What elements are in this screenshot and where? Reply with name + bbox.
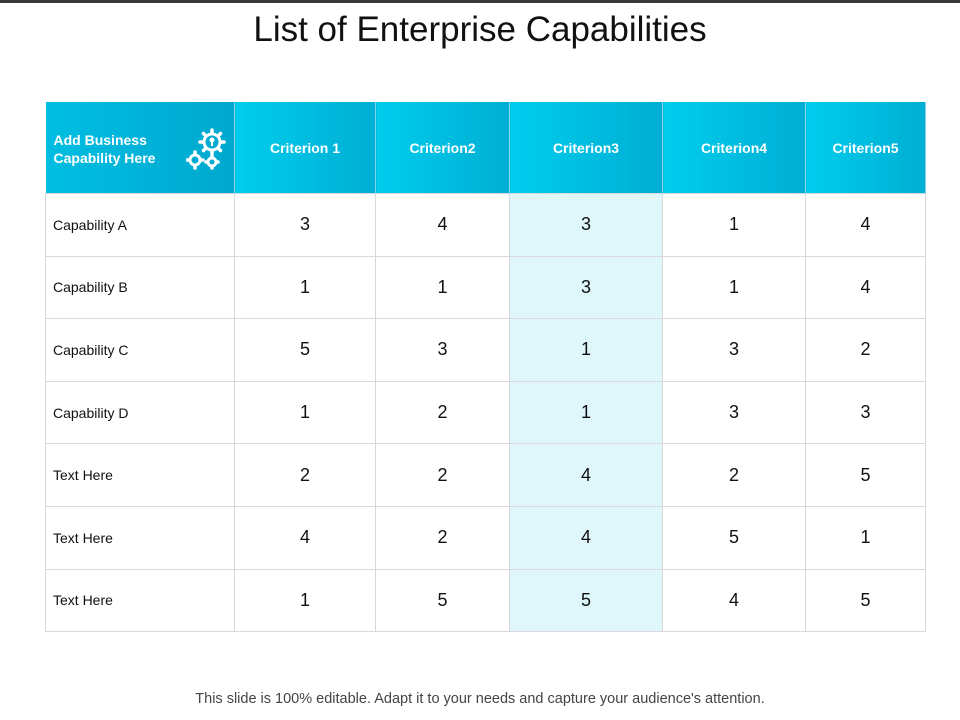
score-cell: 2 bbox=[805, 318, 926, 382]
gears-icon bbox=[186, 128, 226, 170]
score-cell: 4 bbox=[662, 568, 806, 633]
table-head: Add Business Capability Here bbox=[45, 102, 926, 194]
score-cell: 4 bbox=[234, 505, 376, 570]
row-label: Text Here bbox=[45, 505, 235, 570]
score-cell: 3 bbox=[375, 318, 510, 382]
row-label: Capability D bbox=[45, 380, 235, 445]
score-cell: 3 bbox=[662, 380, 806, 445]
capability-table: Add Business Capability Here bbox=[45, 102, 926, 633]
table-body: Capability A 3 4 3 1 4 Capability B 1 1 3 1 4 Capabi… bbox=[45, 193, 926, 633]
footer-note: This slide is 100% editable. Adapt it to… bbox=[195, 691, 765, 707]
score-cell: 2 bbox=[375, 505, 510, 570]
score-cell: 2 bbox=[375, 443, 510, 507]
score-cell: 3 bbox=[234, 193, 376, 257]
score-cell: 5 bbox=[662, 505, 806, 570]
score-cell: 5 bbox=[509, 568, 663, 633]
row-label: Capability A bbox=[45, 193, 235, 257]
score-cell: 3 bbox=[509, 193, 663, 257]
header-cell: Criterion 1 bbox=[234, 102, 376, 194]
score-cell: 1 bbox=[662, 193, 806, 257]
top-rule bbox=[0, 0, 960, 3]
score-cell: 1 bbox=[234, 255, 376, 320]
score-cell: 4 bbox=[509, 505, 663, 570]
score-cell: 5 bbox=[375, 568, 510, 633]
score-cell: 4 bbox=[805, 193, 926, 257]
score-cell: 1 bbox=[234, 568, 376, 633]
table-row: Text Here 4 2 4 5 1 bbox=[45, 505, 926, 570]
score-cell: 2 bbox=[234, 443, 376, 507]
header-cell: Criterion5 bbox=[805, 102, 926, 194]
score-cell: 4 bbox=[375, 193, 510, 257]
score-cell: 2 bbox=[375, 380, 510, 445]
title: List of Enterprise Capabilities bbox=[253, 10, 707, 49]
score-cell: 1 bbox=[662, 255, 806, 320]
score-cell: 2 bbox=[662, 443, 806, 507]
score-cell: 5 bbox=[805, 443, 926, 507]
header-cell: Criterion3 bbox=[509, 102, 663, 194]
score-cell: 3 bbox=[805, 380, 926, 445]
score-cell: 5 bbox=[234, 318, 376, 382]
row-label: Capability B bbox=[45, 255, 235, 320]
score-cell: 1 bbox=[375, 255, 510, 320]
table-row: Text Here 2 2 4 2 5 bbox=[45, 443, 926, 507]
header-cell: Criterion2 bbox=[375, 102, 510, 194]
score-cell: 1 bbox=[805, 505, 926, 570]
score-cell: 3 bbox=[662, 318, 806, 382]
header-cell: Add Business Capability Here bbox=[45, 102, 235, 194]
score-cell: 5 bbox=[805, 568, 926, 633]
score-cell: 4 bbox=[509, 443, 663, 507]
header-cell: Criterion4 bbox=[662, 102, 806, 194]
score-cell: 1 bbox=[509, 318, 663, 382]
row-label: Text Here bbox=[45, 568, 235, 633]
header-row: Add Business Capability Here bbox=[45, 102, 926, 194]
score-cell: 4 bbox=[805, 255, 926, 320]
row-label: Capability C bbox=[45, 318, 235, 382]
table-row: Text Here 1 5 5 4 5 bbox=[45, 568, 926, 633]
row-label: Text Here bbox=[45, 443, 235, 507]
score-cell: 1 bbox=[509, 380, 663, 445]
score-cell: 1 bbox=[234, 380, 376, 445]
header-text: Add Business Capability Here bbox=[53, 132, 156, 166]
score-cell: 3 bbox=[509, 255, 663, 320]
